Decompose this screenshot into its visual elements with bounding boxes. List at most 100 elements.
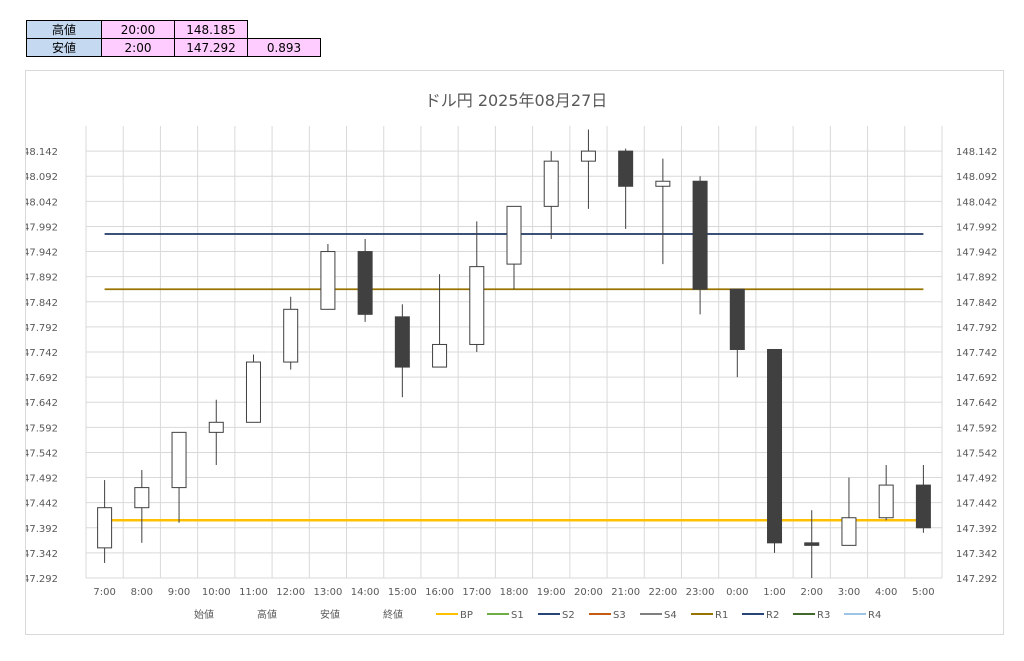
x-tick-label: 21:00 [611, 587, 640, 598]
candle-body-down [394, 316, 410, 368]
y-tick-label: 147.842 [26, 298, 58, 309]
candle-body-up [245, 361, 261, 423]
x-tick-label: 7:00 [93, 587, 115, 598]
y2-tick-label: 147.492 [956, 474, 997, 485]
summary-row-low: 安値 2:00 147.292 0.893 [26, 38, 321, 57]
candle-body-up [469, 266, 485, 345]
y-tick-label: 148.042 [26, 197, 58, 208]
summary-table: 高値 20:00 148.185 安値 2:00 147.292 0.893 [26, 20, 321, 57]
candle-body-up [655, 180, 671, 187]
y-tick-label: 147.992 [26, 222, 58, 233]
y2-tick-label: 147.592 [956, 423, 997, 434]
legend-label: 高値 [257, 608, 277, 621]
chart-title: ドル円 2025年08月27日 [425, 91, 608, 110]
y-tick-label: 147.942 [26, 248, 58, 259]
chart-frame: ドル円 2025年08月27日 148.142 148.142 148.092 148… [25, 70, 1004, 635]
y-tick-label: 147.442 [26, 499, 58, 510]
y-tick-label: 147.642 [26, 398, 58, 409]
candlestick-chart: ドル円 2025年08月27日 148.142 148.142 148.092 148… [26, 91, 997, 621]
x-tick-label: 20:00 [574, 587, 603, 598]
x-tick-label: 13:00 [313, 587, 342, 598]
legend-label: 安値 [320, 608, 340, 621]
x-tick-label: 0:00 [726, 587, 748, 598]
legend-label: R1 [715, 610, 728, 621]
y2-tick-label: 147.442 [956, 499, 997, 510]
candle-body-down [357, 251, 373, 315]
y2-tick-label: 148.142 [956, 147, 997, 158]
x-tick-label: 17:00 [462, 587, 491, 598]
x-tick-label: 4:00 [875, 587, 897, 598]
candle-body-up [134, 487, 150, 509]
x-tick-label: 1:00 [763, 587, 785, 598]
candle-body-down [692, 180, 708, 290]
x-tick-label: 9:00 [168, 587, 190, 598]
x-tick-label: 22:00 [648, 587, 677, 598]
y2-tick-label: 147.892 [956, 273, 997, 284]
candle-body-up [543, 160, 559, 207]
summary-range: 0.893 [247, 38, 321, 57]
y-tick-label: 147.542 [26, 448, 58, 459]
y2-tick-label: 147.342 [956, 549, 997, 560]
y-tick-label: 148.092 [26, 172, 58, 183]
candle-body-up [432, 343, 448, 368]
legend-label: R2 [766, 610, 779, 621]
y-tick-label: 147.492 [26, 474, 58, 485]
x-tick-label: 23:00 [686, 587, 715, 598]
y2-tick-label: 148.092 [956, 172, 997, 183]
candle-body-down [618, 150, 634, 187]
y-tick-label: 147.342 [26, 549, 58, 560]
x-tick-label: 8:00 [131, 587, 153, 598]
candle-body-up [283, 308, 299, 363]
x-tick-label: 14:00 [351, 587, 380, 598]
y-tick-label: 147.792 [26, 323, 58, 334]
y2-tick-label: 147.642 [956, 398, 997, 409]
x-tick-label: 15:00 [388, 587, 417, 598]
summary-row-high: 高値 20:00 148.185 [26, 20, 321, 39]
y2-tick-label: 147.942 [956, 248, 997, 259]
candle-body-down [767, 348, 783, 544]
y2-tick-label: 147.392 [956, 524, 997, 535]
candle-body-up [97, 507, 113, 549]
y2-tick-label: 147.292 [956, 574, 997, 585]
legend-label: R4 [868, 610, 881, 621]
legend-label: S1 [511, 610, 524, 621]
y2-tick-label: 148.042 [956, 197, 997, 208]
y2-tick-label: 147.692 [956, 373, 997, 384]
y-tick-label: 148.142 [26, 147, 58, 158]
legend-label: BP [460, 610, 473, 621]
candle-body-up [171, 431, 187, 489]
legend-label: S2 [562, 610, 575, 621]
y-tick-label: 147.592 [26, 423, 58, 434]
y2-tick-label: 147.792 [956, 323, 997, 334]
legend-label: 始値 [194, 608, 214, 621]
x-tick-label: 5:00 [912, 587, 934, 598]
y-tick-label: 147.742 [26, 348, 58, 359]
y-tick-label: 147.892 [26, 273, 58, 284]
summary-extra [248, 21, 321, 39]
summary-price: 148.185 [174, 20, 248, 39]
x-tick-label: 11:00 [239, 587, 268, 598]
summary-label: 安値 [26, 38, 102, 57]
x-tick-label: 10:00 [202, 587, 231, 598]
summary-time: 20:00 [101, 20, 175, 39]
legend-label: S4 [664, 610, 677, 621]
candle-body-up [506, 205, 522, 265]
x-tick-label: 18:00 [500, 587, 529, 598]
candle-body-up [320, 251, 336, 310]
x-tick-label: 16:00 [425, 587, 454, 598]
y2-tick-label: 147.542 [956, 448, 997, 459]
legend-label: S3 [613, 610, 626, 621]
y2-tick-label: 147.742 [956, 348, 997, 359]
legend-label: 終値 [383, 608, 403, 621]
candle-body-up [580, 150, 596, 162]
summary-time: 2:00 [101, 38, 175, 57]
candle-body-up [841, 517, 857, 546]
y-tick-label: 147.292 [26, 574, 58, 585]
candle-body-down [915, 484, 931, 529]
summary-price: 147.292 [174, 38, 248, 57]
x-tick-label: 12:00 [276, 587, 305, 598]
y2-tick-label: 147.842 [956, 298, 997, 309]
y-tick-label: 147.692 [26, 373, 58, 384]
candle-body-up [878, 484, 894, 519]
legend-label: R3 [817, 610, 830, 621]
